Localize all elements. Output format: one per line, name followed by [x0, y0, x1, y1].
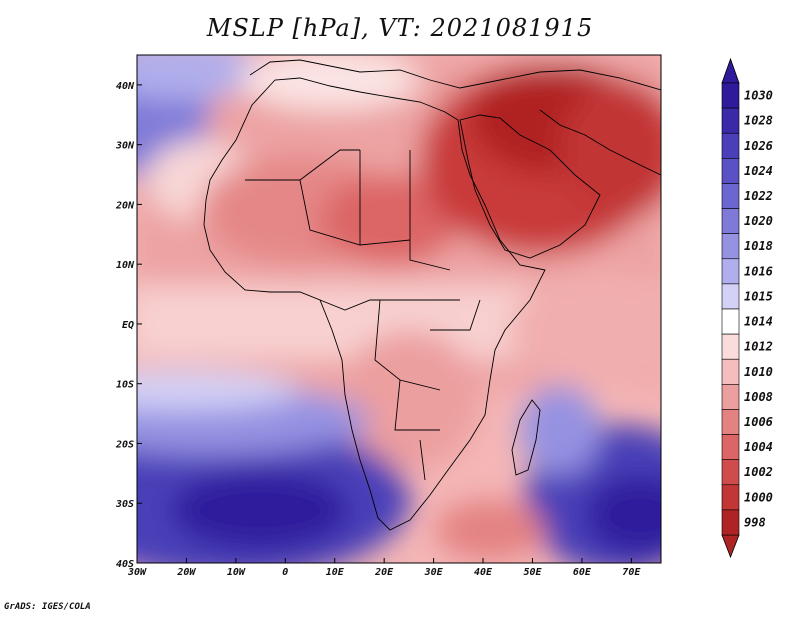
- y-tick-label: 10S: [116, 380, 134, 391]
- x-tick-label: 10E: [326, 567, 345, 578]
- pressure-field: [137, 55, 661, 563]
- x-tick-label: 60E: [573, 567, 592, 578]
- y-axis: 40N 30N 20N 10N EQ 10S 20S 30S 40S: [115, 81, 142, 570]
- chart-title: MSLP [hPa], VT: 2021081915: [206, 14, 594, 42]
- colorbar-label: 998: [744, 515, 766, 529]
- colorbar: 1030 1028 1026 1024 1022 1020 1018 1016 1015 1014…: [721, 57, 773, 559]
- colorbar-label: 1028: [744, 114, 773, 128]
- x-tick-label: 20W: [176, 567, 196, 578]
- x-tick-label: 70E: [622, 567, 641, 578]
- colorbar-label: 1030: [744, 89, 773, 103]
- colorbar-swatch: [721, 459, 740, 486]
- x-axis: 30W 20W 10W 0 10E 20E 30E 40E 50E 60E 70E: [127, 558, 641, 578]
- x-tick-label: 40E: [474, 567, 493, 578]
- colorbar-max-arrow: [721, 57, 740, 84]
- colorbar-label: 1014: [744, 315, 773, 329]
- colorbar-swatch: [721, 333, 740, 360]
- colorbar-label: 1024: [744, 164, 773, 178]
- colorbar-min-arrow: [721, 534, 740, 559]
- colorbar-swatch: [721, 434, 740, 460]
- colorbar-swatch: [721, 283, 740, 310]
- colorbar-label: 1018: [744, 239, 773, 253]
- colorbar-label: 1015: [744, 289, 773, 303]
- colorbar-label: 1012: [744, 340, 773, 354]
- colorbar-swatch: [721, 183, 740, 209]
- colorbar-label: 1000: [744, 490, 773, 504]
- colorbar-swatch: [721, 308, 740, 335]
- colorbar-label: 1020: [744, 214, 773, 228]
- colorbar-swatch: [721, 82, 740, 109]
- y-tick-label: 30S: [115, 499, 134, 510]
- colorbar-label: 1006: [744, 415, 773, 429]
- coastlines: [203, 59, 661, 531]
- colorbar-swatch: [721, 409, 740, 435]
- colorbar-swatch: [721, 233, 740, 260]
- colorbar-label: 1008: [744, 390, 773, 404]
- colorbar-swatch: [721, 384, 740, 410]
- colorbar-swatch: [721, 107, 740, 134]
- y-tick-label: 20S: [115, 439, 134, 450]
- plot-frame: [136, 54, 662, 564]
- colorbar-label: 1010: [744, 365, 773, 379]
- x-tick-label: 10W: [227, 567, 246, 578]
- colorbar-label: 1016: [744, 264, 773, 278]
- colorbar-swatch: [721, 208, 740, 234]
- y-tick-label: 20N: [115, 200, 135, 211]
- x-tick-label: 0: [282, 567, 288, 578]
- colorbar-swatch: [721, 132, 740, 159]
- x-tick-label: 30W: [127, 567, 147, 578]
- x-tick-label: 30E: [424, 567, 444, 578]
- colorbar-swatch: [721, 509, 740, 536]
- y-tick-label: 30N: [115, 141, 135, 152]
- y-tick-label: EQ: [122, 320, 134, 331]
- colorbar-label: 1026: [744, 139, 773, 153]
- y-tick-label: 10N: [116, 260, 135, 271]
- x-tick-label: 50E: [523, 567, 542, 578]
- y-tick-label: 40N: [116, 81, 135, 92]
- credit-label: GrADS: IGES/COLA: [4, 602, 91, 612]
- x-tick-label: 20E: [374, 567, 394, 578]
- colorbar-label: 1004: [744, 440, 773, 454]
- colorbar-label: 1002: [744, 465, 773, 479]
- colorbar-swatch: [721, 484, 740, 511]
- colorbar-swatch: [721, 258, 740, 285]
- colorbar-label: 1022: [744, 189, 773, 203]
- colorbar-swatch: [721, 158, 740, 184]
- y-tick-label: 40S: [116, 559, 134, 570]
- colorbar-swatch: [721, 358, 740, 385]
